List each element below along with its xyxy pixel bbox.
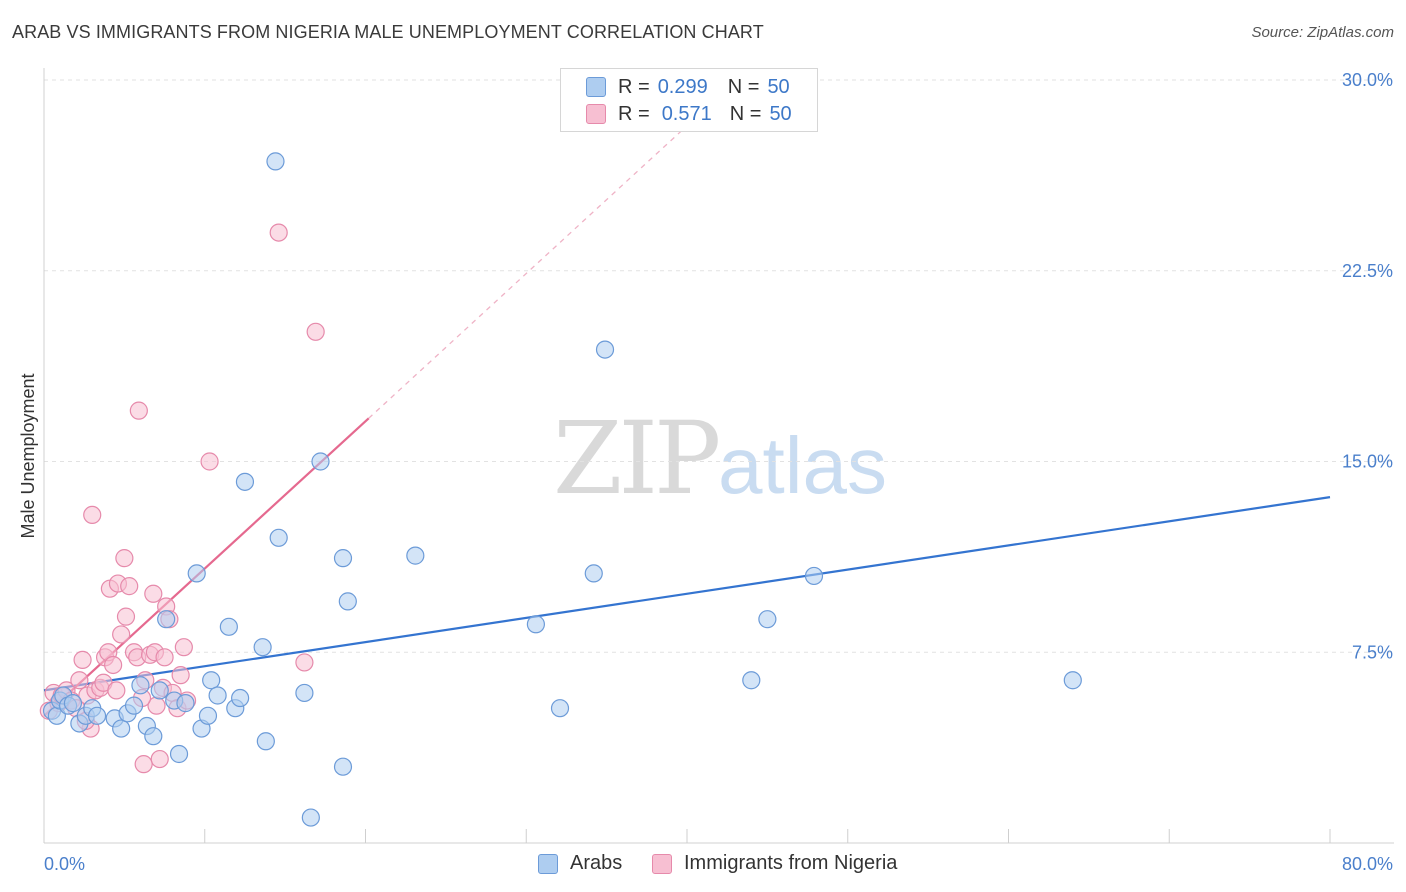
legend-swatch-nigeria xyxy=(586,104,606,124)
y-tick-label: 7.5% xyxy=(1352,642,1393,662)
x-tick-label: 80.0% xyxy=(1342,854,1393,874)
nigeria-point xyxy=(115,549,134,568)
arabs-point xyxy=(1063,671,1082,690)
arabs-point xyxy=(311,452,330,471)
grid-lines xyxy=(44,79,1394,653)
watermark-zip: ZIP xyxy=(553,400,721,517)
arabs-point xyxy=(124,696,144,715)
nigeria-point xyxy=(83,505,102,525)
legend-r-value: 0.299 xyxy=(657,75,708,98)
legend-row-arabs: R = 0.299 N = 50 xyxy=(561,75,790,99)
arabs-point xyxy=(333,757,353,776)
arabs-point xyxy=(333,549,353,568)
bottom-legend-nigeria: Immigrants from Nigeria xyxy=(652,852,897,875)
bottom-legend-label-nigeria: Immigrants from Nigeria xyxy=(684,852,898,874)
arabs-point xyxy=(202,671,221,690)
y-tick-label: 22.5% xyxy=(1342,261,1393,281)
nigeria-point xyxy=(116,607,136,626)
legend-row-nigeria: R = 0.571 N = 50 xyxy=(561,102,792,126)
bottom-legend-swatch-nigeria xyxy=(652,853,672,874)
nigeria-point xyxy=(155,648,174,667)
arabs-point xyxy=(87,706,107,725)
nigeria-point xyxy=(107,681,126,700)
arabs-point xyxy=(758,610,777,629)
nigeria-point xyxy=(73,650,92,669)
arabs-point xyxy=(295,683,314,703)
arabs-point xyxy=(301,808,320,827)
nigeria-point xyxy=(129,401,148,420)
legend-r-label: R = xyxy=(618,102,650,125)
source-credit: Source: ZipAtlas.com xyxy=(1251,24,1394,41)
arabs-point xyxy=(198,706,218,725)
nigeria-point xyxy=(134,755,153,774)
x-tick-label: 0.0% xyxy=(44,854,85,874)
correlation-legend: R = 0.299 N = 50 R = 0.571 N = 50 xyxy=(560,68,818,132)
arabs-point xyxy=(157,610,176,629)
arabs-point xyxy=(256,732,275,751)
arabs-point xyxy=(235,472,255,491)
nigeria-point xyxy=(269,223,288,242)
nigeria-point xyxy=(120,577,139,596)
legend-r-label: R = xyxy=(618,75,650,98)
arabs-point xyxy=(269,528,288,547)
arabs-point xyxy=(231,688,250,708)
arabs-point xyxy=(550,699,570,718)
arabs-point xyxy=(526,615,545,634)
nigeria-point xyxy=(295,653,314,672)
trend-line-arabs xyxy=(43,496,1331,692)
nigeria-point xyxy=(104,655,123,675)
arabs-point xyxy=(253,638,272,657)
legend-n-label: N = xyxy=(727,75,760,98)
arabs-point xyxy=(742,671,761,690)
arabs-point xyxy=(208,686,227,705)
arabs-point xyxy=(219,617,238,636)
arabs-point xyxy=(338,592,357,611)
arabs-point xyxy=(169,744,189,764)
nigeria-point xyxy=(112,625,131,644)
arabs-point xyxy=(266,152,285,171)
nigeria-point xyxy=(171,666,190,685)
arabs-point xyxy=(150,681,169,700)
arabs-point xyxy=(63,694,83,713)
bottom-legend-arabs: Arabs xyxy=(538,852,622,875)
arabs-point xyxy=(187,564,206,583)
trend-line-nigeria-extension xyxy=(368,125,688,419)
nigeria-point xyxy=(174,638,193,657)
nigeria-point xyxy=(144,584,163,603)
nigeria-point xyxy=(150,749,169,769)
legend-n-label: N = xyxy=(729,102,762,125)
series-arabs-points xyxy=(42,152,1082,827)
legend-r-value: 0.571 xyxy=(661,102,712,125)
y-axis-label: Male Unemployment xyxy=(18,373,38,538)
bottom-legend-label-arabs: Arabs xyxy=(570,852,623,874)
arabs-point xyxy=(584,564,603,583)
bottom-legend-swatch-arabs xyxy=(538,853,558,874)
arabs-point xyxy=(131,676,150,695)
legend-n-value: 50 xyxy=(769,102,792,125)
arabs-point xyxy=(804,566,824,586)
arabs-point xyxy=(176,694,195,713)
y-tick-label: 30.0% xyxy=(1342,70,1393,90)
arabs-point xyxy=(406,546,425,565)
nigeria-point xyxy=(70,671,89,690)
chart-title: ARAB VS IMMIGRANTS FROM NIGERIA MALE UNE… xyxy=(12,22,764,42)
watermark-atlas: atlas xyxy=(718,421,887,510)
y-tick-label: 15.0% xyxy=(1342,452,1393,472)
legend-swatch-arabs xyxy=(586,77,606,97)
arabs-point xyxy=(112,719,131,738)
axes xyxy=(43,68,1394,844)
arabs-point xyxy=(595,340,615,359)
tick-labels: 7.5% 15.0% 22.5% 30.0% 0.0% 80.0% xyxy=(44,70,1393,874)
legend-n-value: 50 xyxy=(767,75,790,98)
nigeria-point xyxy=(200,452,219,471)
arabs-point xyxy=(144,727,163,746)
nigeria-point xyxy=(306,322,325,341)
